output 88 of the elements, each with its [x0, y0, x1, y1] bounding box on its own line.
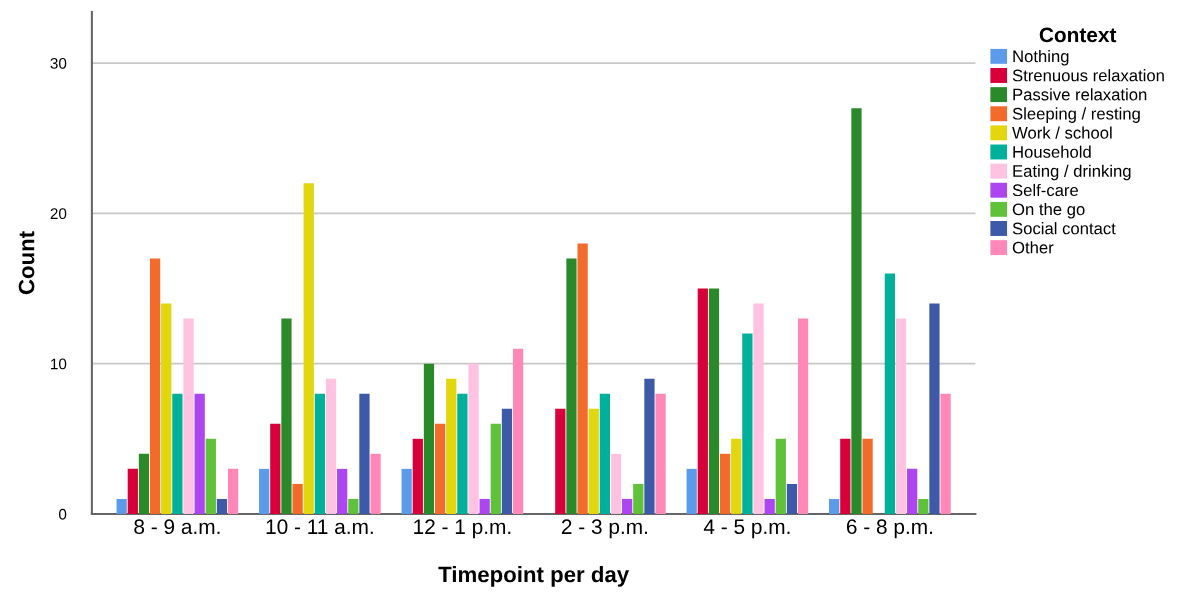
- bar: [786, 483, 798, 514]
- bar: [686, 468, 697, 514]
- x-tick-label: 2 - 3 p.m.: [561, 519, 647, 539]
- bar: [501, 408, 513, 514]
- bar: [797, 318, 809, 514]
- bar: [116, 498, 127, 514]
- x-tick-label: 12 - 1 p.m.: [414, 519, 511, 539]
- bar: [644, 378, 655, 514]
- bar: [281, 318, 292, 514]
- bar: [622, 498, 633, 514]
- bar: [490, 423, 501, 514]
- bar: [314, 393, 326, 514]
- bar: [840, 438, 851, 514]
- legend-label: Passive relaxation: [1013, 88, 1147, 101]
- x-axis-title: Timepoint per day: [438, 566, 630, 587]
- bar: [577, 243, 588, 514]
- bar: [829, 498, 840, 514]
- legend-label: Other: [1012, 241, 1054, 254]
- x-tick-label: 10 - 11 a.m.: [266, 519, 373, 535]
- bar: [940, 393, 951, 514]
- bar: [127, 468, 138, 514]
- legend-label: On the go: [1012, 202, 1085, 219]
- bar: [708, 288, 720, 514]
- bar: [216, 498, 228, 514]
- bar: [325, 378, 337, 514]
- bar: [194, 393, 205, 514]
- bar: [775, 438, 786, 514]
- bar: [468, 363, 479, 514]
- y-tick-label: 30: [50, 57, 67, 69]
- bar: [599, 393, 611, 514]
- bar: [764, 498, 775, 514]
- bar: [138, 453, 150, 514]
- legend-label: Strenuous relaxation: [1012, 69, 1164, 82]
- bar: [423, 363, 435, 514]
- x-tick-label: 4 - 5 p.m.: [703, 519, 790, 539]
- bar: [895, 318, 907, 514]
- y-tick-label: 0: [58, 508, 67, 520]
- bar: [457, 393, 468, 514]
- bar: [566, 258, 577, 514]
- legend-label: Social contact: [1012, 222, 1116, 235]
- y-tick-label: 20: [50, 208, 67, 220]
- bar: [172, 393, 183, 514]
- bar: [303, 183, 314, 514]
- bar: [161, 303, 172, 514]
- bar: [412, 438, 423, 514]
- bar: [183, 318, 194, 514]
- y-axis-title: Count: [18, 231, 35, 295]
- bar: [401, 468, 412, 514]
- x-tick-label: 8 - 9 a.m.: [134, 519, 220, 535]
- bar: [610, 453, 622, 514]
- bar: [929, 303, 940, 514]
- bar: [292, 483, 303, 514]
- bar: [259, 468, 270, 514]
- bar: [446, 378, 457, 514]
- bar: [655, 393, 666, 514]
- bar: [434, 423, 446, 514]
- bar: [697, 288, 708, 514]
- bar: [719, 453, 731, 514]
- bar: [205, 438, 216, 514]
- legend-label: Work / school: [1012, 126, 1112, 139]
- bar: [479, 498, 490, 514]
- legend-label: Household: [1013, 145, 1091, 158]
- bar: [227, 468, 239, 514]
- bar: [633, 483, 644, 514]
- y-tick-label: 10: [51, 358, 67, 370]
- bar: [731, 438, 742, 514]
- legend-label: Eating / drinking: [1013, 164, 1131, 181]
- bar: [753, 303, 764, 514]
- bar: [149, 258, 161, 514]
- bar: [862, 438, 873, 514]
- bar: [359, 393, 370, 514]
- x-tick-label: 6 - 8 p.m.: [846, 519, 932, 539]
- bar: [270, 423, 281, 514]
- bar: [348, 498, 359, 514]
- bar: [884, 273, 896, 514]
- bar: [337, 468, 348, 514]
- legend-title: Context: [1039, 27, 1117, 43]
- bar: [907, 468, 918, 514]
- bar: [555, 408, 566, 514]
- bar: [588, 408, 599, 514]
- bar: [512, 348, 524, 514]
- bar: [851, 108, 862, 514]
- legend-label: Nothing: [1013, 49, 1069, 66]
- bar: [918, 498, 929, 514]
- bar: [370, 453, 381, 514]
- bar: [742, 333, 753, 514]
- legend-label: Sleeping / resting: [1012, 107, 1140, 123]
- legend-label: Self-care: [1012, 183, 1078, 197]
